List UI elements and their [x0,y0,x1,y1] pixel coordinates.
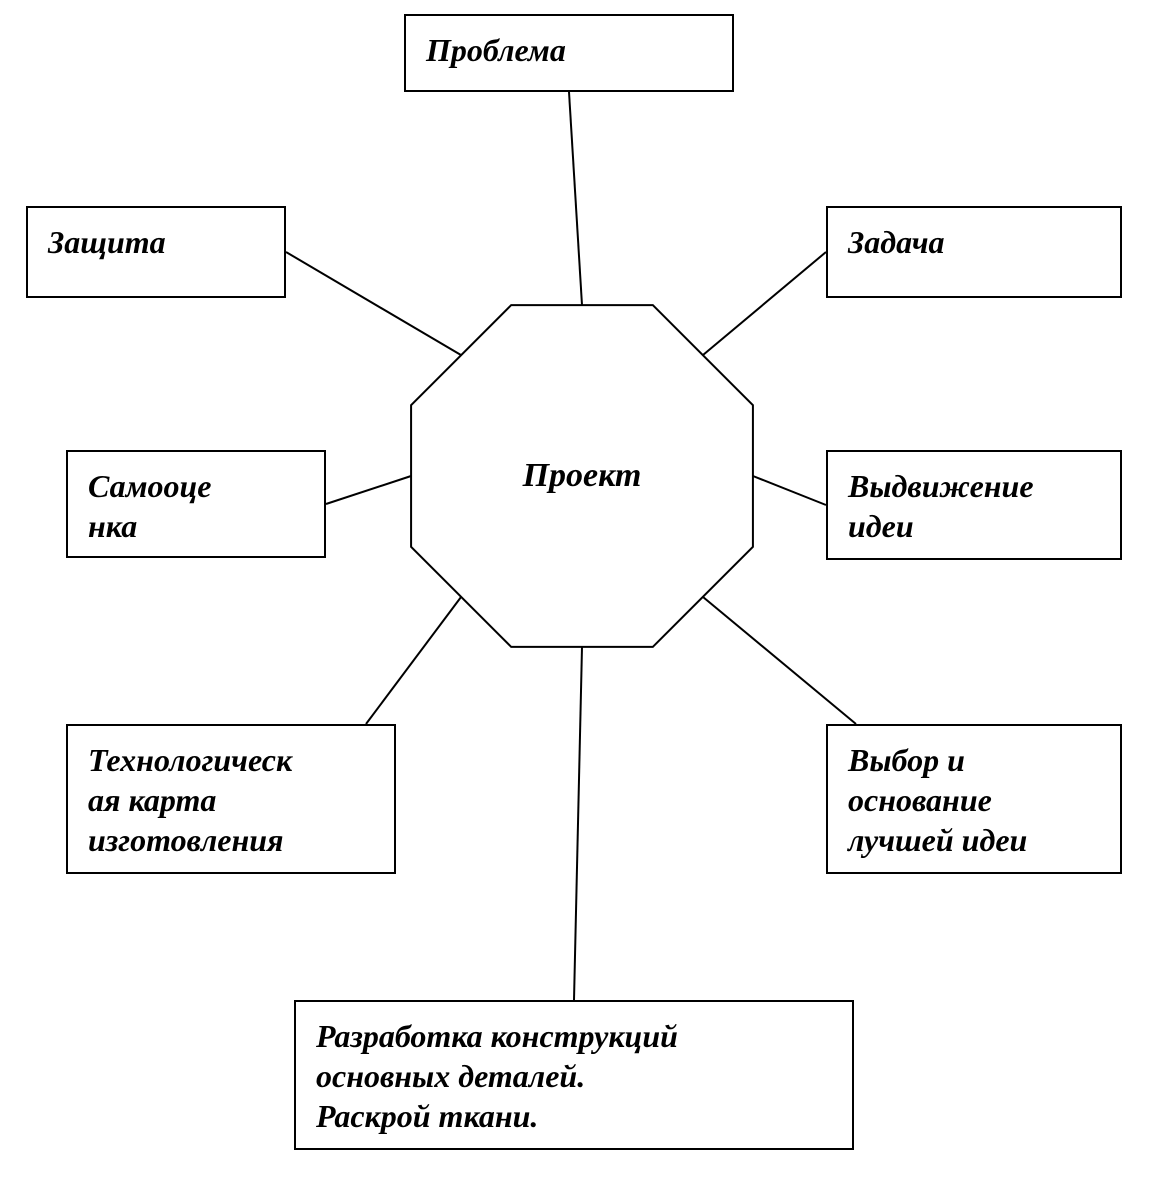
node-tech-map: Технологическ ая карта изготовления [66,724,396,874]
diagram-stage: Проект Проблема Задача Выдвижение идеи Выбо… [0,0,1163,1196]
node-best-idea: Выбор и основание лучшей идеи [826,724,1122,874]
node-task: Задача [826,206,1122,298]
node-idea: Выдвижение идеи [826,450,1122,560]
connector-problem [569,92,582,305]
node-defense: Защита [26,206,286,298]
center-label: Проект [523,457,642,495]
connector-tech-map [366,597,461,724]
node-self-eval: Самооце нка [66,450,326,558]
node-construction: Разработка конструкций основных деталей.… [294,1000,854,1150]
node-problem: Проблема [404,14,734,92]
connector-best-idea [703,597,856,724]
connector-idea [753,476,826,505]
connector-self-eval [326,476,411,504]
connector-defense [286,252,461,355]
connector-construction [574,647,582,1000]
connector-task [703,252,826,355]
